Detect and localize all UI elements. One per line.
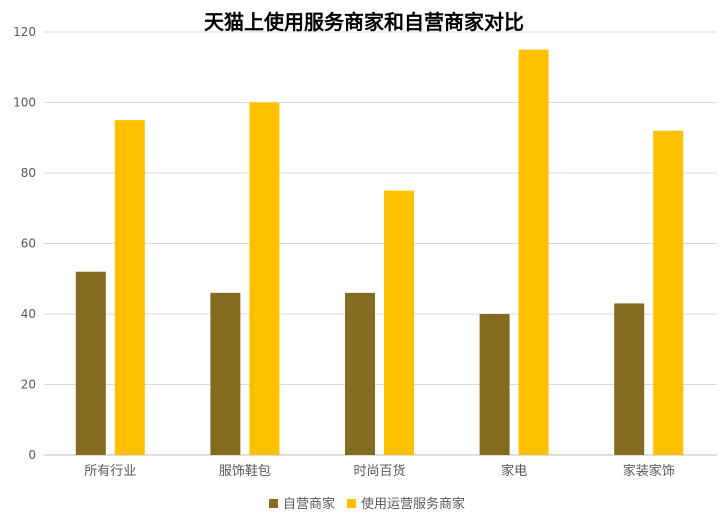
legend: 自营商家 使用运营服务商家	[269, 496, 465, 512]
legend-item: 使用运营服务商家	[347, 496, 465, 512]
legend-label: 使用运营服务商家	[361, 496, 465, 512]
y-tick-label: 60	[21, 237, 36, 251]
bar-self-operated-3	[479, 314, 510, 455]
bar-service-2	[384, 190, 414, 455]
category-label: 时尚百货	[353, 463, 405, 479]
bar-service-1	[249, 102, 280, 455]
bar-self-operated-1	[210, 292, 241, 455]
y-tick-label: 80	[21, 166, 36, 180]
category-label: 家电	[501, 463, 527, 479]
chart-title: 天猫上使用服务商家和自营商家对比	[204, 10, 524, 34]
legend-label: 自营商家	[283, 496, 335, 512]
y-tick-label: 100	[13, 96, 36, 110]
bar-self-operated-0	[75, 271, 106, 455]
bar-self-operated-2	[345, 292, 375, 455]
bar-service-0	[114, 120, 145, 455]
legend-swatch	[269, 499, 278, 508]
bar-service-4	[653, 130, 684, 455]
legend-item: 自营商家	[269, 496, 335, 512]
bar-service-3	[518, 49, 549, 455]
y-tick-label: 20	[21, 378, 36, 392]
category-label: 家装家饰	[623, 463, 675, 479]
category-label: 所有行业	[84, 464, 136, 479]
y-axis-tick-labels: 0 20 40 60 80 100 120	[13, 25, 36, 462]
legend-swatch	[347, 499, 357, 508]
y-tick-label: 0	[28, 448, 36, 462]
y-tick-label: 40	[21, 307, 36, 321]
gridlines	[44, 31, 717, 456]
category-label: 服饰鞋包	[219, 463, 271, 479]
bars	[75, 49, 684, 455]
bar-self-operated-4	[614, 303, 645, 455]
y-tick-label: 120	[13, 25, 36, 39]
x-axis-category-labels: 所有行业 服饰鞋包 时尚百货 家电 家装家饰	[84, 463, 674, 479]
